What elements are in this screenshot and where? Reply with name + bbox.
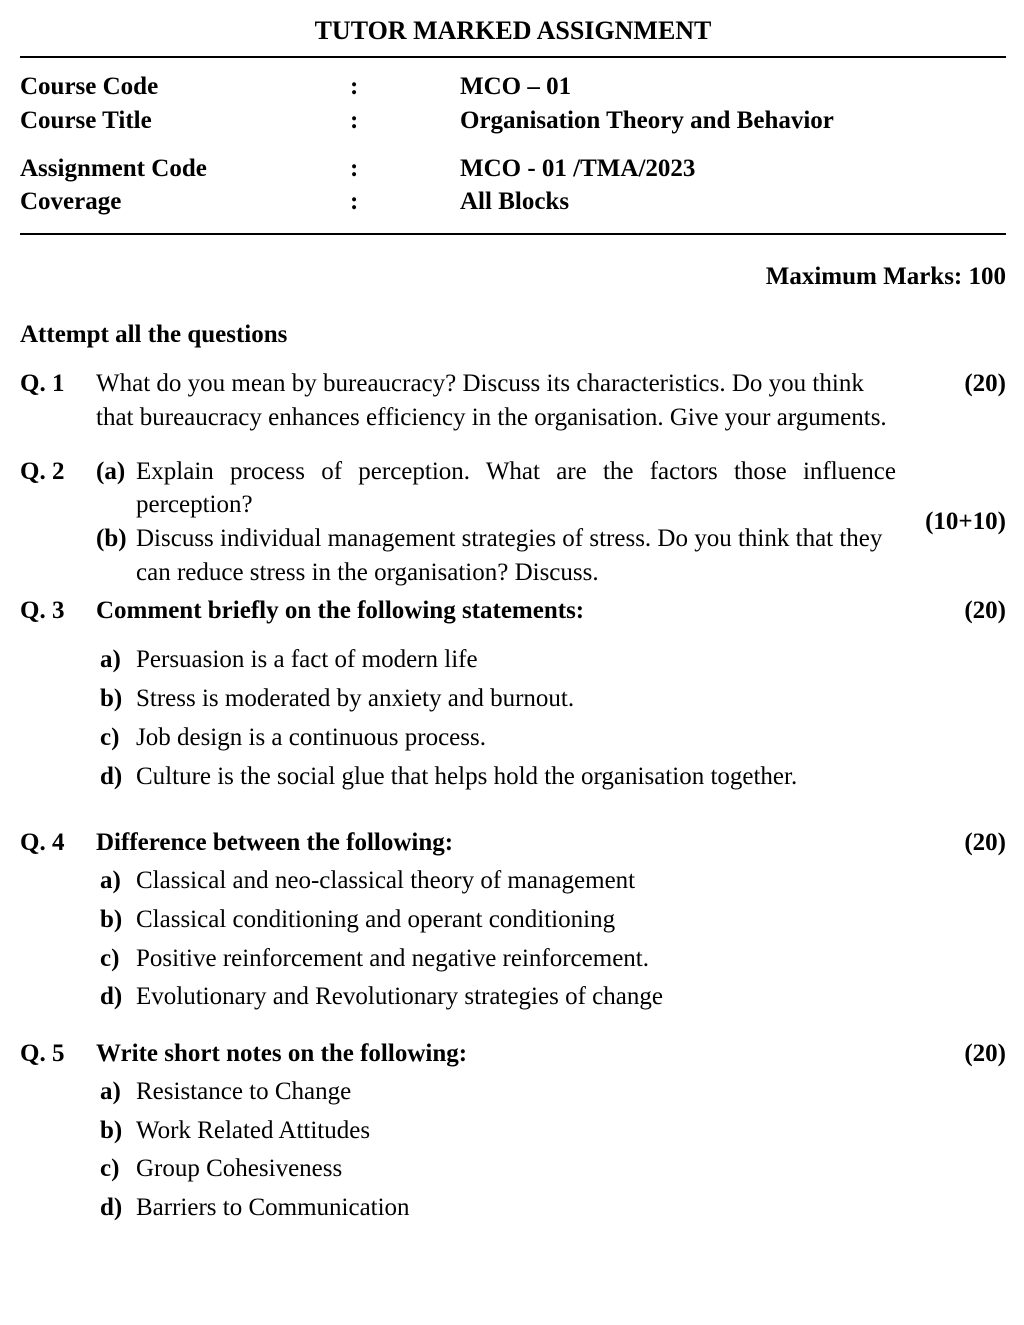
question-5: Q. 5 Write short notes on the following:…: [20, 1037, 1006, 1228]
q3-d-text: Culture is the social glue that helps ho…: [136, 758, 896, 797]
course-title-row: Course Title : Organisation Theory and B…: [20, 104, 1006, 138]
q5-option-d: d) Barriers to Communication: [96, 1189, 896, 1228]
q5-options: a) Resistance to Change b) Work Related …: [96, 1073, 896, 1228]
q3-option-a: a) Persuasion is a fact of modern life: [96, 641, 896, 680]
q2-body: (a) Explain process of perception. What …: [96, 455, 896, 590]
q3-option-d: d) Culture is the social glue that helps…: [96, 758, 896, 797]
q1-text: What do you mean by bureaucracy? Discuss…: [96, 367, 896, 435]
q3-body: Comment briefly on the following stateme…: [96, 594, 896, 797]
q5-b-text: Work Related Attitudes: [136, 1112, 896, 1151]
q1-marks: (20): [896, 367, 1006, 435]
course-code-value: MCO – 01: [460, 70, 1006, 104]
q4-b-label: b): [96, 901, 136, 940]
q3-option-b: b) Stress is moderated by anxiety and bu…: [96, 680, 896, 719]
q2-part-a: (a) Explain process of perception. What …: [96, 455, 896, 523]
q5-heading: Write short notes on the following:: [96, 1037, 896, 1071]
attempt-instruction: Attempt all the questions: [20, 321, 1006, 349]
q4-marks: (20): [896, 826, 1006, 1017]
q5-a-text: Resistance to Change: [136, 1073, 896, 1112]
q3-heading: Comment briefly on the following stateme…: [96, 594, 896, 628]
q5-option-a: a) Resistance to Change: [96, 1073, 896, 1112]
q5-d-text: Barriers to Communication: [136, 1189, 896, 1228]
q4-a-label: a): [96, 862, 136, 901]
colon: :: [350, 152, 460, 186]
q5-b-label: b): [96, 1112, 136, 1151]
question-4: Q. 4 Difference between the following: a…: [20, 826, 1006, 1017]
course-info-block: Course Code : MCO – 01 Course Title : Or…: [20, 58, 1006, 235]
q3-d-label: d): [96, 758, 136, 797]
assignment-code-value: MCO - 01 /TMA/2023: [460, 152, 1006, 186]
q3-number: Q. 3: [20, 594, 96, 797]
assignment-code-row: Assignment Code : MCO - 01 /TMA/2023: [20, 152, 1006, 186]
q2-number: Q. 2: [20, 455, 96, 590]
q5-number: Q. 5: [20, 1037, 96, 1228]
q5-c-label: c): [96, 1150, 136, 1189]
q3-b-text: Stress is moderated by anxiety and burno…: [136, 680, 896, 719]
course-title-label: Course Title: [20, 104, 350, 138]
q4-number: Q. 4: [20, 826, 96, 1017]
q4-option-c: c) Positive reinforcement and negative r…: [96, 940, 896, 979]
coverage-row: Coverage : All Blocks: [20, 185, 1006, 219]
q5-option-c: c) Group Cohesiveness: [96, 1150, 896, 1189]
coverage-value: All Blocks: [460, 185, 1006, 219]
q3-b-label: b): [96, 680, 136, 719]
course-title-value: Organisation Theory and Behavior: [460, 104, 1006, 138]
assignment-page: TUTOR MARKED ASSIGNMENT Course Code : MC…: [0, 0, 1024, 1288]
course-code-label: Course Code: [20, 70, 350, 104]
q4-option-b: b) Classical conditioning and operant co…: [96, 901, 896, 940]
coverage-label: Coverage: [20, 185, 350, 219]
q5-d-label: d): [96, 1189, 136, 1228]
q4-d-text: Evolutionary and Revolutionary strategie…: [136, 978, 896, 1017]
q4-a-text: Classical and neo-classical theory of ma…: [136, 862, 896, 901]
q2-a-text: Explain process of perception. What are …: [136, 455, 896, 523]
q3-option-c: c) Job design is a continuous process.: [96, 719, 896, 758]
q3-c-text: Job design is a continuous process.: [136, 719, 896, 758]
q4-d-label: d): [96, 978, 136, 1017]
q3-c-label: c): [96, 719, 136, 758]
q3-a-text: Persuasion is a fact of modern life: [136, 641, 896, 680]
q2-marks: (10+10): [896, 455, 1006, 590]
q4-c-text: Positive reinforcement and negative rein…: [136, 940, 896, 979]
q3-a-label: a): [96, 641, 136, 680]
q3-marks: (20): [896, 594, 1006, 797]
question-2: Q. 2 (a) Explain process of perception. …: [20, 455, 1006, 590]
assignment-code-label: Assignment Code: [20, 152, 350, 186]
q4-option-d: d) Evolutionary and Revolutionary strate…: [96, 978, 896, 1017]
q4-c-label: c): [96, 940, 136, 979]
colon: :: [350, 185, 460, 219]
q5-marks: (20): [896, 1037, 1006, 1228]
q5-option-b: b) Work Related Attitudes: [96, 1112, 896, 1151]
question-3: Q. 3 Comment briefly on the following st…: [20, 594, 1006, 797]
q3-options: a) Persuasion is a fact of modern life b…: [96, 641, 896, 796]
q4-heading: Difference between the following:: [96, 826, 896, 860]
q5-a-label: a): [96, 1073, 136, 1112]
q5-body: Write short notes on the following: a) R…: [96, 1037, 896, 1228]
q4-options: a) Classical and neo-classical theory of…: [96, 862, 896, 1017]
course-code-row: Course Code : MCO – 01: [20, 70, 1006, 104]
q2-b-text: Discuss individual management strategies…: [136, 522, 896, 590]
q5-c-text: Group Cohesiveness: [136, 1150, 896, 1189]
q2-b-label: (b): [96, 522, 136, 590]
question-1: Q. 1 What do you mean by bureaucracy? Di…: [20, 367, 1006, 435]
q4-b-text: Classical conditioning and operant condi…: [136, 901, 896, 940]
colon: :: [350, 104, 460, 138]
q4-option-a: a) Classical and neo-classical theory of…: [96, 862, 896, 901]
maximum-marks: Maximum Marks: 100: [20, 263, 1006, 291]
q1-number: Q. 1: [20, 367, 96, 435]
q2-a-label: (a): [96, 455, 136, 523]
q4-body: Difference between the following: a) Cla…: [96, 826, 896, 1017]
page-title: TUTOR MARKED ASSIGNMENT: [20, 10, 1006, 58]
colon: :: [350, 70, 460, 104]
q2-part-b: (b) Discuss individual management strate…: [96, 522, 896, 590]
q1-body: What do you mean by bureaucracy? Discuss…: [96, 367, 896, 435]
